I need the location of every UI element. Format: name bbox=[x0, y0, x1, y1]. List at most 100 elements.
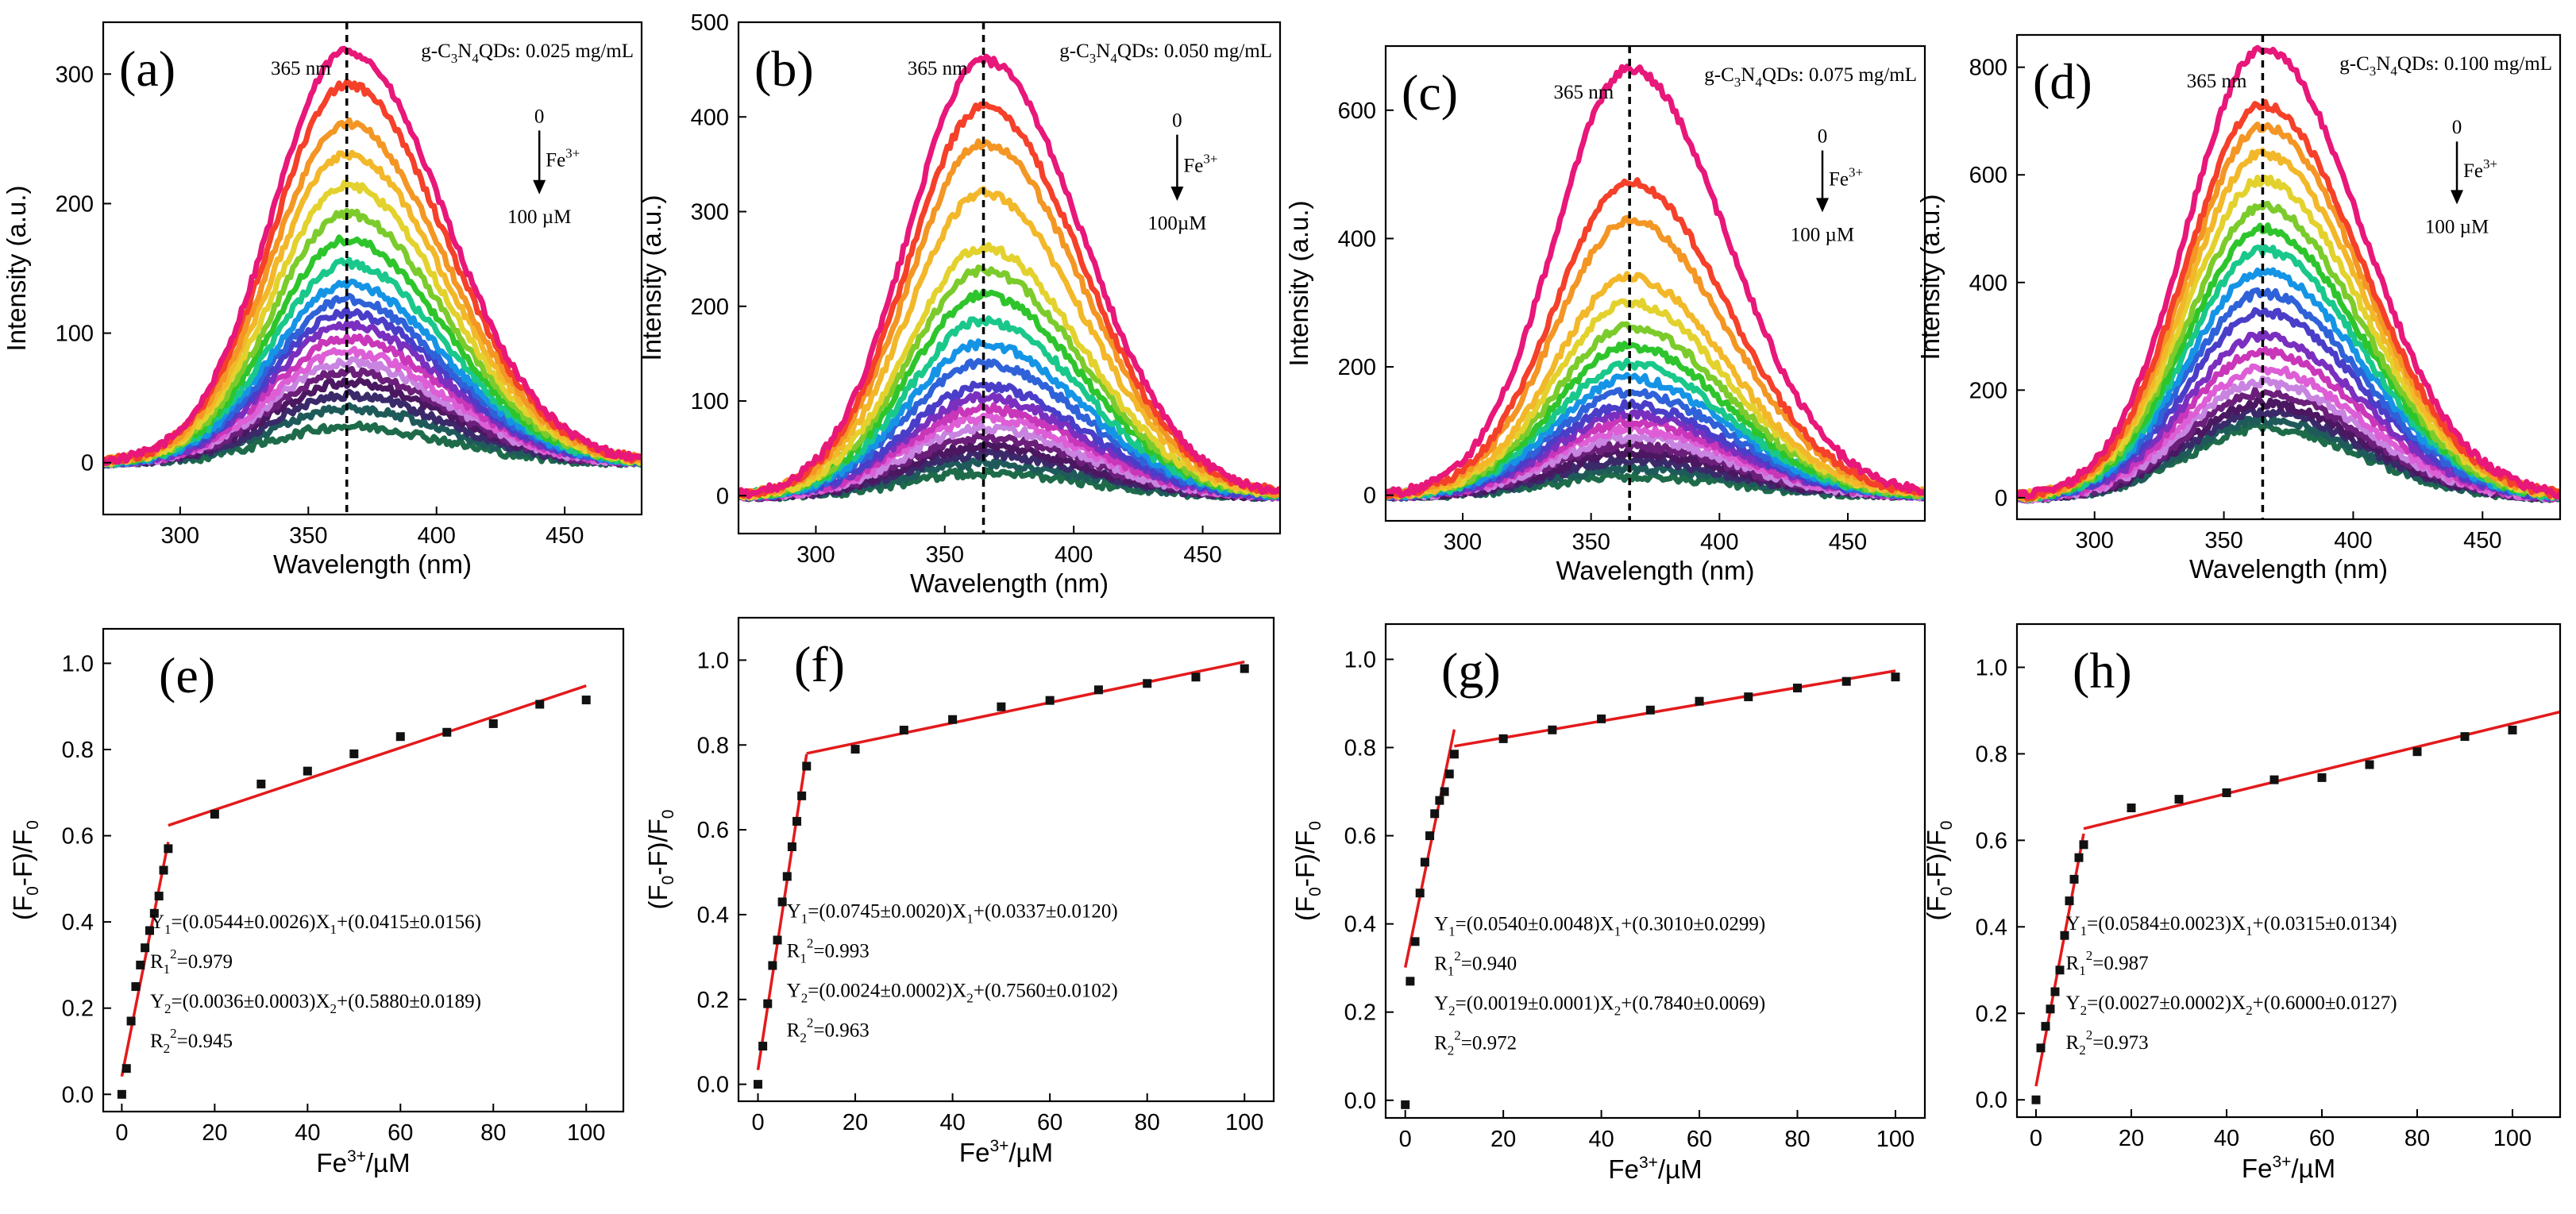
spectrum-panel-b: 300 350 400 450 0 100 200 300 400 500 (b) 365 nm g-C… bbox=[637, 10, 1282, 598]
spectrum-line bbox=[2017, 147, 2560, 503]
y-tick-label: 0.0 bbox=[62, 1082, 94, 1108]
eq-y-sub: 2 bbox=[1448, 1004, 1456, 1019]
ion-base: Fe bbox=[546, 150, 565, 172]
data-point bbox=[1045, 696, 1055, 705]
data-point bbox=[442, 727, 452, 737]
r-sub: 2 bbox=[800, 1031, 807, 1046]
x-tick-label: 100 bbox=[567, 1120, 605, 1146]
conc-sub: 3 bbox=[1734, 75, 1741, 90]
data-point bbox=[1744, 692, 1753, 702]
data-point bbox=[2127, 804, 2136, 813]
ylabel-sub: 0 bbox=[659, 876, 677, 885]
spectra-series bbox=[738, 53, 1280, 503]
y-tick-label: 200 bbox=[1338, 355, 1376, 380]
data-point bbox=[1695, 696, 1704, 706]
y-tick-label: 0 bbox=[81, 451, 94, 476]
y-tick-label: 0.8 bbox=[1344, 736, 1376, 761]
y-tick-label: 0 bbox=[1363, 484, 1376, 509]
eq-x-sub: 2 bbox=[1614, 1004, 1622, 1019]
r-sub: 2 bbox=[1448, 1043, 1455, 1058]
conc-sub: 3 bbox=[1089, 51, 1097, 66]
data-point bbox=[2046, 1004, 2055, 1014]
y-tick-label: 0.0 bbox=[1976, 1088, 2007, 1113]
y-tick-label: 1.0 bbox=[697, 648, 729, 673]
eq-tail: +(0.7840±0.0069) bbox=[1621, 993, 1765, 1015]
xlabel-sup: 3+ bbox=[347, 1147, 366, 1166]
xlabel-sup: 3+ bbox=[989, 1137, 1008, 1155]
ion-sup: 3+ bbox=[1203, 151, 1217, 166]
ylabel-base: (F bbox=[1290, 896, 1320, 921]
data-point bbox=[1410, 937, 1420, 946]
conc-mid: N bbox=[457, 40, 472, 62]
xlabel-base: Fe bbox=[2242, 1154, 2273, 1183]
y-axis-label: Intensity (a.u.) bbox=[1284, 200, 1313, 366]
conc-post: QDs: 0.100 mg/mL bbox=[2397, 53, 2552, 75]
x-axis-label: Wavelength (nm) bbox=[1556, 556, 1754, 585]
spectrum-line bbox=[738, 53, 1280, 499]
data-point bbox=[1841, 676, 1851, 686]
ion-sup: 3+ bbox=[565, 146, 580, 161]
data-point bbox=[349, 749, 359, 758]
x-tick-label: 400 bbox=[1700, 530, 1738, 555]
r-base: R bbox=[787, 941, 800, 962]
eq-x-sub: 2 bbox=[966, 991, 974, 1006]
ylabel-base: (F bbox=[643, 884, 673, 909]
data-point bbox=[136, 960, 145, 969]
x-axis-label: Fe3+/µM bbox=[316, 1147, 410, 1177]
eq-y: Y bbox=[2066, 992, 2080, 1014]
r-sub: 1 bbox=[800, 951, 807, 966]
eq-y-sub: 2 bbox=[801, 991, 808, 1006]
y-tick-label: 400 bbox=[1969, 271, 2007, 296]
eq-y: Y bbox=[150, 991, 164, 1012]
ylabel-base: (F bbox=[1922, 896, 1951, 920]
data-point bbox=[948, 715, 958, 724]
ion-base: Fe bbox=[2463, 160, 2483, 182]
y-tick-label: 0.8 bbox=[697, 733, 729, 758]
data-point bbox=[754, 1080, 763, 1089]
conc-pre: g-C bbox=[1704, 64, 1734, 86]
eq-y-sub: 2 bbox=[2080, 1003, 2088, 1018]
data-point bbox=[2222, 788, 2231, 797]
y-axis-label: (F0-F)/F0 bbox=[643, 810, 677, 910]
peak-label: 365 nm bbox=[1553, 82, 1614, 103]
data-point bbox=[2069, 874, 2079, 884]
eq-y: Y bbox=[2066, 913, 2080, 935]
data-point bbox=[2174, 795, 2184, 804]
r-val: =0.973 bbox=[2092, 1032, 2148, 1054]
fit-r2: R22=0.963 bbox=[787, 1016, 870, 1046]
x-tick-label: 20 bbox=[202, 1120, 227, 1146]
x-tick-label: 20 bbox=[2119, 1126, 2144, 1151]
data-point bbox=[154, 892, 164, 901]
y-tick-label: 400 bbox=[691, 105, 729, 130]
r-sup: 2 bbox=[1454, 949, 1461, 964]
conc-pre: g-C bbox=[2339, 53, 2370, 75]
fit-eq1: Y1=(0.0544±0.0026)X1+(0.0415±0.0156) bbox=[150, 911, 481, 937]
y-tick-label: 1.0 bbox=[1344, 647, 1376, 673]
concentration-label: g-C3N4QDs: 0.075 mg/mL bbox=[1704, 64, 1917, 90]
y-tick-label: 0.6 bbox=[62, 824, 94, 850]
eq-body: =(0.0544±0.0026)X bbox=[172, 911, 330, 933]
r-val: =0.972 bbox=[1461, 1033, 1517, 1054]
r-base: R bbox=[1434, 1033, 1448, 1054]
x-tick-label: 80 bbox=[2404, 1126, 2430, 1151]
spectrum-line bbox=[1386, 177, 1925, 500]
fit-r1: R12=0.987 bbox=[2066, 948, 2149, 978]
x-tick-label: 20 bbox=[1490, 1127, 1516, 1152]
spectrum-line bbox=[2017, 330, 2560, 503]
fit-line-1 bbox=[756, 753, 808, 1070]
y-tick-label: 0.2 bbox=[1344, 1000, 1376, 1026]
data-point bbox=[2269, 775, 2279, 784]
r-sub: 1 bbox=[2079, 963, 2086, 978]
data-point bbox=[1449, 750, 1459, 759]
y-tick-label: 0.0 bbox=[697, 1073, 729, 1098]
y-tick-label: 0.6 bbox=[1976, 828, 2007, 854]
r-val: =0.979 bbox=[177, 951, 233, 973]
ylabel-sub: 0 bbox=[1938, 887, 1956, 896]
conc-mid: N bbox=[1741, 64, 1755, 86]
data-point bbox=[850, 745, 860, 754]
ion-base: Fe bbox=[1183, 155, 1203, 176]
fit-line-1 bbox=[1403, 729, 1456, 968]
eq-body: =(0.0027±0.0002)X bbox=[2087, 992, 2246, 1014]
arrow-bottom-label: 100µM bbox=[1147, 213, 1206, 234]
conc-sub: 4 bbox=[2390, 64, 2397, 79]
